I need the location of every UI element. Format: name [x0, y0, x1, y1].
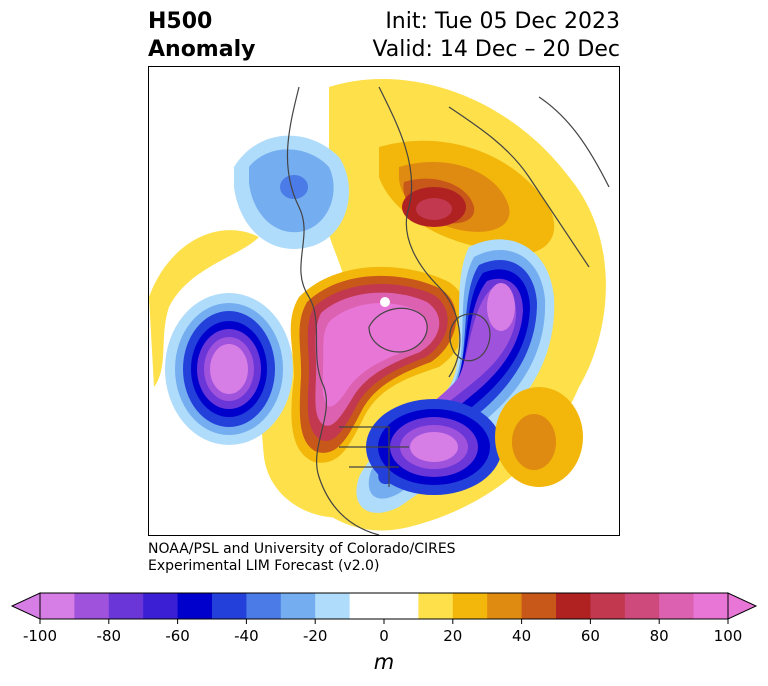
colorbar-segment	[556, 593, 591, 619]
title-line-2: Anomaly	[148, 37, 256, 62]
anomaly-field	[149, 79, 610, 535]
colorbar-arrow-low	[10, 592, 41, 620]
colorbar-tick-label: 0	[379, 627, 389, 645]
anomaly-map	[148, 66, 620, 536]
pole-marker	[380, 297, 390, 307]
colorbar-segment	[624, 593, 660, 619]
colorbar-segment	[40, 593, 75, 619]
colorbar-segment	[143, 593, 179, 619]
colorbar-segment	[521, 593, 557, 619]
colorbar-segment	[74, 593, 110, 619]
colorbar-tick-label: 40	[512, 627, 531, 645]
map-title: H500 Anomaly	[148, 8, 255, 64]
valid-range: Valid: 14 Dec – 20 Dec	[372, 37, 620, 62]
init-date: Init: Tue 05 Dec 2023	[385, 9, 620, 34]
colorbar-segment	[177, 593, 213, 619]
colorbar: -100 -80 -60 -40 -20 0 20 40 60 80 100 m	[0, 585, 768, 685]
colorbar-segment	[315, 593, 351, 619]
colorbar-segment	[246, 593, 282, 619]
forecast-dates: Init: Tue 05 Dec 2023 Valid: 14 Dec – 20…	[372, 8, 620, 64]
colorbar-arrow-high	[727, 592, 758, 620]
colorbar-segment	[280, 593, 316, 619]
colorbar-segment	[659, 593, 695, 619]
colorbar-segment	[212, 593, 247, 619]
colorbar-tick-label: -60	[165, 627, 190, 645]
credit-line-1: NOAA/PSL and University of Colorado/CIRE…	[148, 541, 456, 557]
colorbar-tick-label: 80	[650, 627, 669, 645]
credit-line-2: Experimental LIM Forecast (v2.0)	[148, 558, 380, 574]
colorbar-segment	[108, 593, 144, 619]
title-line-1: H500	[148, 9, 213, 34]
colorbar-segment	[349, 593, 385, 619]
colorbar-svg: -100 -80 -60 -40 -20 0 20 40 60 80 100 m	[10, 592, 758, 674]
colorbar-tick-label: -80	[97, 627, 122, 645]
colorbar-segment	[487, 593, 523, 619]
colorbar-segment	[590, 593, 626, 619]
colorbar-tick-label: -100	[23, 627, 57, 645]
colorbar-unit-label: m	[374, 650, 394, 674]
colorbar-tick-label: -40	[234, 627, 259, 645]
colorbar-segment	[452, 593, 488, 619]
coastline	[286, 86, 380, 535]
data-credit: NOAA/PSL and University of Colorado/CIRE…	[148, 541, 456, 575]
colorbar-segment	[384, 593, 419, 619]
colorbar-tick-label: -20	[303, 627, 328, 645]
colorbar-segment	[418, 593, 454, 619]
colorbar-tick-label: 100	[714, 627, 743, 645]
colorbar-segment	[693, 593, 729, 619]
colorbar-tick-label: 60	[581, 627, 600, 645]
colorbar-tick-label: 20	[443, 627, 462, 645]
